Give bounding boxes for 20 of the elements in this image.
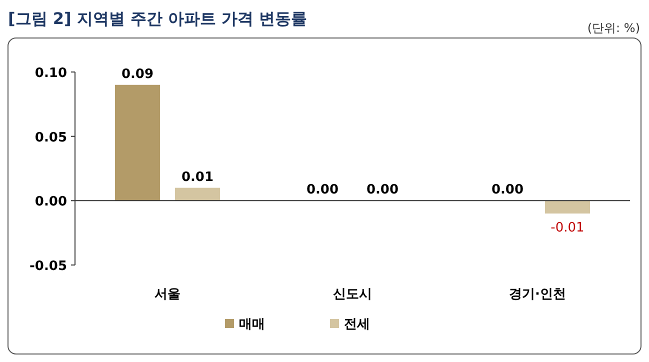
data-label: -0.01 — [550, 220, 584, 236]
y-tick-label: -0.05 — [30, 259, 67, 274]
bar — [545, 200, 590, 214]
x-tick-label: 경기·인천 — [509, 287, 566, 302]
y-tick-label: 0.00 — [34, 194, 67, 210]
x-tick-label: 신도시 — [333, 287, 372, 302]
data-label: 0.01 — [181, 170, 214, 185]
chart-title: [그림 2] 지역별 주간 아파트 가격 변동률 — [8, 9, 308, 28]
bar — [115, 84, 160, 201]
legend-label: 전세 — [344, 317, 370, 332]
y-tick-label: 0.05 — [34, 130, 67, 146]
data-label: 0.09 — [121, 66, 154, 82]
data-label: 0.00 — [366, 182, 399, 198]
legend-label: 매매 — [239, 317, 265, 332]
text: (단위: %) — [587, 21, 640, 35]
data-label: 0.00 — [491, 182, 524, 198]
bar — [175, 188, 220, 201]
data-label: 0.00 — [306, 182, 339, 198]
x-tick-label: 서울 — [154, 287, 180, 302]
y-tick-label: 0.10 — [34, 66, 67, 81]
